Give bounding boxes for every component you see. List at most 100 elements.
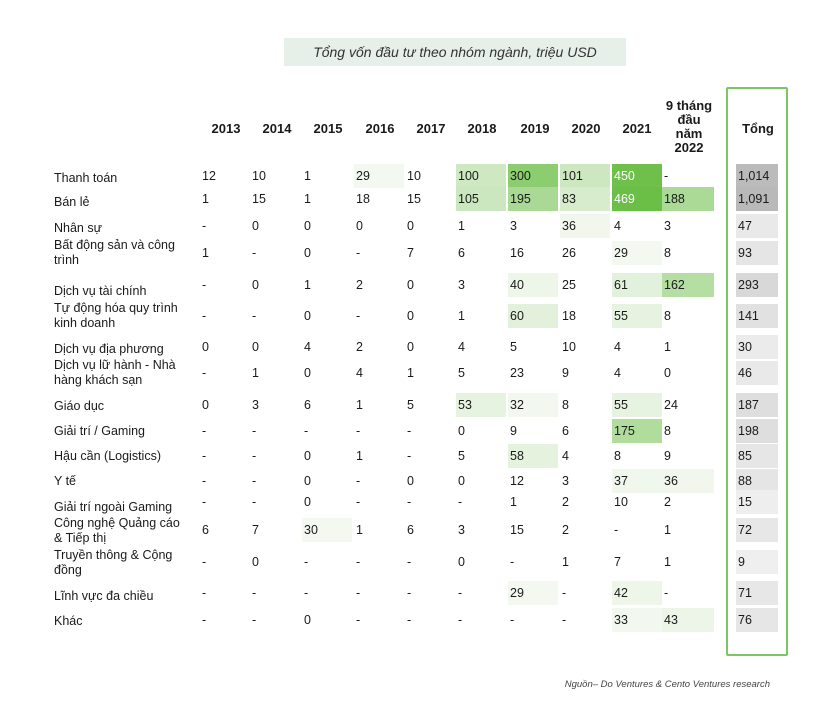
- column-header: 2013: [196, 121, 256, 137]
- table-cell: 26: [562, 246, 576, 260]
- table-cell: 7: [407, 246, 414, 260]
- total-cell: 198: [736, 419, 778, 443]
- table-cell: 1: [664, 523, 671, 537]
- table-cell: -: [252, 613, 257, 627]
- table-cell: 10: [407, 169, 421, 183]
- table-cell: 7: [614, 555, 621, 569]
- table-cell: -: [407, 449, 412, 463]
- table-cell: 2: [562, 495, 569, 509]
- table-cell: -: [458, 586, 463, 600]
- table-cell: 4: [304, 340, 311, 354]
- table-cell: 15: [252, 192, 266, 206]
- row-label: Bán lẻ: [54, 195, 90, 209]
- total-cell: 88: [736, 469, 778, 493]
- total-cell: 72: [736, 518, 778, 542]
- table-cell: 0: [252, 555, 259, 569]
- total-cell: 85: [736, 444, 778, 468]
- table-cell: 0: [407, 278, 414, 292]
- table-cell: 15: [510, 523, 524, 537]
- table-cell: 1: [356, 523, 363, 537]
- table-cell: 188: [662, 187, 714, 211]
- table-cell: 1: [562, 555, 569, 569]
- table-cell: 37: [612, 469, 662, 493]
- total-column-frame: [726, 87, 788, 656]
- column-header-line: 2013: [211, 121, 241, 136]
- table-cell: 0: [304, 449, 311, 463]
- total-cell: 93: [736, 241, 778, 265]
- table-cell: 300: [508, 164, 558, 188]
- row-label: Dịch vụ tài chính: [54, 284, 147, 298]
- total-cell: 9: [736, 550, 778, 574]
- row-label: Giáo dục: [54, 399, 105, 413]
- column-header-line: 2021: [622, 121, 652, 136]
- column-header: 2021: [607, 121, 667, 137]
- total-cell: 293: [736, 273, 778, 297]
- row-label: Giải trí ngoài Gaming: [54, 500, 173, 514]
- table-cell: -: [562, 586, 567, 600]
- table-cell: 0: [252, 219, 259, 233]
- table-cell: -: [304, 586, 309, 600]
- table-cell: 10: [562, 340, 576, 354]
- table-cell: 1: [458, 219, 465, 233]
- table-cell: -: [356, 586, 361, 600]
- total-cell: 1,091: [736, 187, 778, 211]
- table-cell: 0: [407, 474, 414, 488]
- table-cell: 1: [510, 495, 517, 509]
- table-cell: 6: [304, 398, 311, 412]
- table-cell: 0: [407, 340, 414, 354]
- column-header: 2014: [247, 121, 307, 137]
- table-cell: 0: [304, 474, 311, 488]
- column-header-line: 2020: [571, 121, 601, 136]
- table-cell: -: [202, 424, 207, 438]
- table-cell: 0: [252, 278, 259, 292]
- row-label: Y tế: [54, 474, 77, 488]
- table-cell: 3: [510, 219, 517, 233]
- table-cell: 23: [510, 366, 524, 380]
- chart-title-text: Tổng vốn đầu tư theo nhóm ngành, triệu U…: [313, 44, 597, 60]
- row-label: Công nghệ Quảng cáo & Tiếp thị: [54, 516, 180, 545]
- table-cell: 42: [612, 581, 662, 605]
- table-cell: 4: [614, 340, 621, 354]
- table-cell: 58: [508, 444, 558, 468]
- table-cell: 2: [562, 523, 569, 537]
- table-cell: 4: [458, 340, 465, 354]
- total-cell: 46: [736, 361, 778, 385]
- row-label: Khác: [54, 614, 83, 628]
- table-cell: 1: [356, 398, 363, 412]
- table-cell: 4: [614, 366, 621, 380]
- table-cell: -: [510, 613, 515, 627]
- table-cell: -: [202, 449, 207, 463]
- table-cell: 2: [664, 495, 671, 509]
- table-cell: 0: [304, 495, 311, 509]
- table-cell: 195: [508, 187, 558, 211]
- table-cell: 4: [562, 449, 569, 463]
- table-cell: 1: [664, 340, 671, 354]
- table-cell: 3: [458, 523, 465, 537]
- row-label: Dịch vụ lữ hành - Nhà hàng khách sạn: [54, 358, 176, 387]
- table-cell: 1: [304, 169, 311, 183]
- column-header-line: 2018: [467, 121, 497, 136]
- table-cell: 3: [252, 398, 259, 412]
- table-cell: 25: [562, 278, 576, 292]
- table-cell: 18: [356, 192, 370, 206]
- table-cell: 450: [612, 164, 662, 188]
- table-cell: 6: [458, 246, 465, 260]
- total-cell: 141: [736, 304, 778, 328]
- table-cell: 3: [562, 474, 569, 488]
- table-cell: 33: [612, 608, 662, 632]
- table-cell: 40: [508, 273, 558, 297]
- table-cell: 1: [407, 366, 414, 380]
- table-cell: 0: [304, 366, 311, 380]
- column-header-line: 2022: [674, 140, 704, 155]
- column-header-line: 9 tháng: [665, 98, 713, 113]
- table-cell: -: [664, 169, 669, 183]
- table-cell: -: [356, 246, 361, 260]
- table-cell: 0: [458, 424, 465, 438]
- column-header: 2015: [298, 121, 358, 137]
- table-cell: -: [252, 495, 257, 509]
- table-cell: 8: [664, 309, 671, 323]
- table-cell: -: [252, 586, 257, 600]
- table-cell: 7: [252, 523, 259, 537]
- column-header-line: đầu: [677, 112, 701, 127]
- table-cell: 9: [562, 366, 569, 380]
